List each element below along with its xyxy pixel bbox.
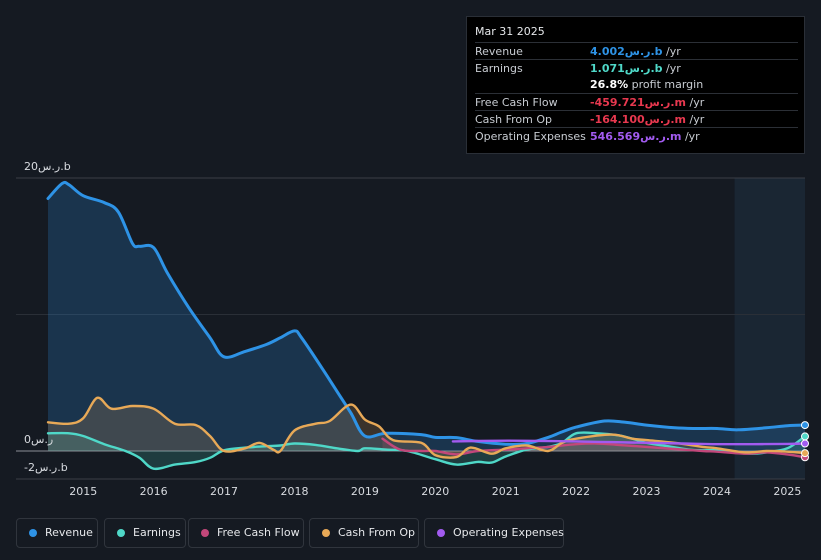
series-end-marker-cash-from-op (801, 449, 809, 458)
x-tick-label: 2023 (633, 485, 661, 498)
series-line-operating-expenses (451, 439, 807, 446)
series-lines-layer (46, 180, 807, 471)
legend-item-revenue[interactable]: Revenue (16, 518, 98, 548)
x-tick-label: 2024 (703, 485, 731, 498)
series-area-revenue (48, 182, 805, 452)
legend-label: Earnings (133, 526, 181, 539)
tooltip-date: Mar 31 2025 (475, 25, 545, 38)
tooltip-label: Free Cash Flow (475, 96, 558, 109)
tooltip-label: Cash From Op (475, 113, 553, 126)
legend-item-earnings[interactable]: Earnings (104, 518, 186, 548)
y-tick-label: 0ر.س (24, 433, 53, 446)
legend-label: Free Cash Flow (217, 526, 300, 539)
end-markers-layer (801, 421, 809, 462)
tooltip-unit: profit margin (628, 78, 704, 91)
legend-item-cash-from-op[interactable]: Cash From Op (309, 518, 419, 548)
tooltip-label: Operating Expenses (475, 130, 586, 143)
tooltip-row-revenue: Revenue 4.002ر.س.b /yr (475, 42, 798, 60)
x-tick-label: 2025 (773, 485, 801, 498)
tooltip-value: -459.721ر.س.m (590, 96, 687, 109)
tooltip-unit: /yr (662, 62, 681, 75)
y-tick-label: -2ر.س.b (24, 461, 68, 474)
tooltip-label: Earnings (475, 62, 523, 75)
x-tick-label: 2015 (69, 485, 97, 498)
series-line-cash-from-op (46, 396, 807, 459)
legend-dot-icon (201, 529, 209, 537)
tooltip-row-earnings: Earnings 1.071ر.س.b /yr (475, 59, 798, 77)
tooltip-row-cash-from-op: Cash From Op -164.100ر.س.m /yr (475, 110, 798, 128)
tooltip-value: 4.002ر.س.b (590, 45, 663, 58)
legend-dot-icon (437, 529, 445, 537)
tooltip-unit: /yr (686, 113, 705, 126)
legend-label: Revenue (45, 526, 93, 539)
legend-label: Cash From Op (338, 526, 416, 539)
x-tick-label: 2017 (210, 485, 238, 498)
legend-dot-icon (117, 529, 125, 537)
tooltip-label: Revenue (475, 45, 523, 58)
tooltip-unit: /yr (681, 130, 700, 143)
legend-item-free-cash-flow[interactable]: Free Cash Flow (188, 518, 304, 548)
tooltip-value: 546.569ر.س.m (590, 130, 682, 143)
legend-dot-icon (322, 529, 330, 537)
x-tick-label: 2018 (280, 485, 308, 498)
tooltip-row-free-cash-flow: Free Cash Flow -459.721ر.س.m /yr (475, 93, 798, 111)
tooltip-row-profit-margin: 26.8% profit margin (475, 76, 798, 93)
series-line-revenue (46, 180, 807, 446)
series-area-free-cash-flow (382, 438, 805, 458)
tooltip-panel: Mar 31 2025 Revenue 4.002ر.س.b /yr Earni… (466, 16, 805, 154)
x-tick-label: 2016 (140, 485, 168, 498)
tooltip-unit: /yr (686, 96, 705, 109)
series-fills-layer (48, 182, 805, 469)
legend-item-operating-expenses[interactable]: Operating Expenses (424, 518, 564, 548)
x-tick-label: 2019 (351, 485, 379, 498)
series-end-marker-earnings (801, 432, 809, 441)
legend-dot-icon (29, 529, 37, 537)
tooltip-value: 26.8% (590, 78, 629, 91)
x-tick-label: 2020 (421, 485, 449, 498)
series-end-marker-revenue (801, 421, 809, 430)
tooltip-value: -164.100ر.س.m (590, 113, 687, 126)
x-tick-label: 2021 (492, 485, 520, 498)
tooltip-unit: /yr (662, 45, 681, 58)
tooltip-row-operating-expenses: Operating Expenses 546.569ر.س.m /yr (475, 127, 798, 145)
x-tick-label: 2022 (562, 485, 590, 498)
y-tick-label: 20ر.س.b (24, 160, 71, 173)
series-end-marker-operating-expenses (801, 439, 809, 448)
series-line-free-cash-flow (381, 437, 807, 459)
tooltip-value: 1.071ر.س.b (590, 62, 663, 75)
legend-label: Operating Expenses (453, 526, 564, 539)
